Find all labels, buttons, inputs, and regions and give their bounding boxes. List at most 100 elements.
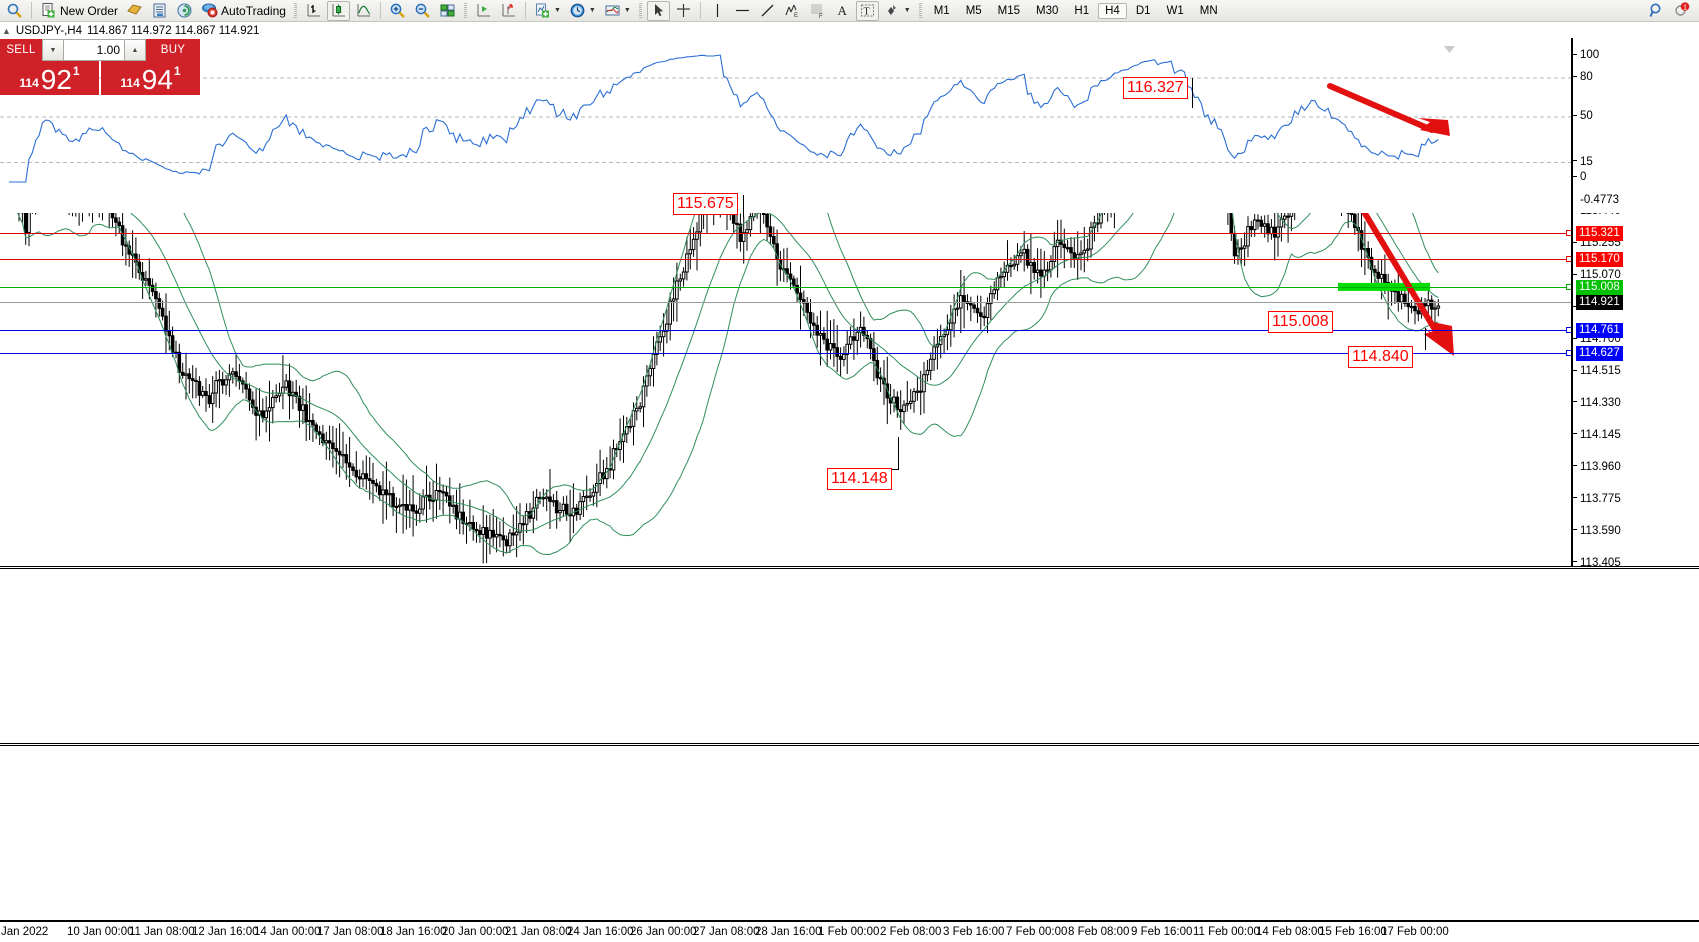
- rsi-chart-svg: [0, 54, 1571, 183]
- price-level-tag-resistance[interactable]: 115.170: [1576, 251, 1623, 267]
- bar-chart-button[interactable]: [302, 1, 325, 21]
- horizontal-line-icon: [734, 2, 751, 19]
- time-tick: 15 Feb 16:00: [1319, 926, 1387, 938]
- shapes-button[interactable]: ▼: [881, 1, 914, 21]
- time-tick: 2 Feb 08:00: [880, 926, 942, 938]
- clock-icon: [569, 2, 586, 19]
- timeframe-m15[interactable]: M15: [997, 4, 1021, 17]
- vertical-line-icon: [709, 2, 726, 19]
- toolbar-separator-2: [463, 2, 467, 19]
- time-tick: 28 Jan 16:00: [755, 926, 822, 938]
- one-click-trading-panel[interactable]: SELL ▼ 1.00 ▲ BUY 114 92 1 114 94 1: [0, 39, 200, 95]
- auto-scroll-button[interactable]: [497, 1, 520, 21]
- annotation-target-level[interactable]: 114.840: [1348, 346, 1413, 368]
- crosshair-button[interactable]: [672, 1, 695, 21]
- timeframe-m30[interactable]: M30: [1036, 4, 1059, 17]
- toolbar-divider-4: [699, 2, 701, 19]
- time-tick: 7 Feb 00:00: [1006, 926, 1068, 938]
- rsi-line: [9, 54, 1439, 183]
- line-chart-button[interactable]: [352, 1, 375, 21]
- vertical-line-button[interactable]: [706, 1, 729, 21]
- buy-button[interactable]: BUY: [146, 39, 200, 61]
- search-icon: [6, 2, 23, 19]
- price-level-tag-support[interactable]: 114.761: [1576, 322, 1623, 338]
- annotation-swing-high-1[interactable]: 116.327: [1123, 77, 1188, 99]
- price-level-line-resistance[interactable]: [0, 232, 1571, 234]
- timeframe-m1[interactable]: M1: [933, 4, 950, 17]
- bid-fraction: 1: [72, 64, 80, 78]
- toolbar-divider-2: [379, 2, 381, 19]
- price-level-line-support[interactable]: [0, 329, 1571, 331]
- time-tick: 17 Jan 08:00: [317, 926, 384, 938]
- horizontal-line-button[interactable]: [731, 1, 754, 21]
- timeframe-w1[interactable]: W1: [1166, 4, 1184, 17]
- alerts-button[interactable]: 1: [1670, 1, 1693, 21]
- zoom-out-icon: [414, 2, 431, 19]
- line-chart-icon: [355, 2, 372, 19]
- macd-tick: -0.4773: [1580, 194, 1620, 206]
- magnifier-icon: [1648, 2, 1665, 19]
- volume-input[interactable]: 1.00: [64, 39, 124, 61]
- new-order-button[interactable]: New Order: [37, 1, 121, 21]
- text-button[interactable]: A: [831, 1, 854, 21]
- chart-container[interactable]: 116.327 115.675 115.008 114.840 114.148 …: [0, 38, 1699, 920]
- time-tick: 24 Jan 16:00: [567, 926, 634, 938]
- annotation-swing-high-2[interactable]: 115.675: [673, 193, 738, 215]
- data-window-button[interactable]: [148, 1, 171, 21]
- volume-decrease-button[interactable]: ▼: [42, 39, 64, 61]
- cursor-button[interactable]: [646, 0, 670, 21]
- periods-button[interactable]: ▼: [566, 1, 599, 21]
- elliott-wave-button[interactable]: E: [781, 1, 804, 21]
- autotrading-button[interactable]: AutoTrading: [198, 1, 289, 21]
- templates-button[interactable]: ▼: [601, 1, 634, 21]
- annotation-entry-level[interactable]: 115.008: [1268, 311, 1333, 333]
- volume-increase-button[interactable]: ▲: [124, 39, 146, 61]
- price-level-line-resistance[interactable]: [0, 258, 1571, 260]
- price-level-tag-last-price[interactable]: 114.921: [1576, 294, 1623, 310]
- timeframe-mn[interactable]: MN: [1199, 4, 1218, 17]
- svg-text:F: F: [819, 14, 823, 19]
- rsi-axis[interactable]: 100 80 50 15 0: [1571, 38, 1699, 190]
- price-level-tag-support[interactable]: 114.627: [1576, 345, 1623, 361]
- expert-advisor-button[interactable]: [123, 1, 146, 21]
- time-axis[interactable]: Jan 2022 10 Jan 00:00 11 Jan 08:00 12 Jan 1…: [0, 920, 1699, 942]
- sell-button[interactable]: SELL: [0, 39, 42, 61]
- price-level-tag-entry[interactable]: 115.008: [1576, 279, 1623, 295]
- fibonacci-button[interactable]: F: [806, 1, 829, 21]
- timeframe-h4[interactable]: H4: [1098, 2, 1127, 19]
- svg-text:E: E: [794, 13, 798, 19]
- price-level-line-support[interactable]: [0, 352, 1571, 354]
- price-level-line-entry[interactable]: [0, 286, 1571, 288]
- candle-chart-button[interactable]: [326, 0, 350, 21]
- toolbar-divider: [31, 2, 32, 19]
- indicators-button[interactable]: ▼: [531, 1, 564, 21]
- zoom-out-button[interactable]: [411, 1, 434, 21]
- ask-big-figure: 114: [120, 76, 140, 90]
- zoom-in-button[interactable]: [386, 1, 409, 21]
- navigator-button[interactable]: [173, 1, 196, 21]
- timeframe-d1[interactable]: D1: [1135, 4, 1151, 17]
- symbol-header: ▲ USDJPY-,H4 114.867 114.972 114.867 114…: [0, 23, 1699, 38]
- tile-windows-button[interactable]: [436, 1, 459, 21]
- chart-shift-button[interactable]: [472, 1, 495, 21]
- chart-scroll-marker[interactable]: [1444, 40, 1455, 53]
- timeframe-h1[interactable]: H1: [1074, 4, 1090, 17]
- text-label-button[interactable]: T: [855, 0, 879, 21]
- price-level-tag-resistance[interactable]: 115.321: [1576, 225, 1623, 241]
- magnifier-button[interactable]: [1645, 1, 1668, 21]
- text-icon: A: [834, 2, 851, 19]
- new-order-label: New Order: [60, 3, 119, 18]
- bid-price[interactable]: 114 92 1: [0, 61, 99, 95]
- timeframe-m5[interactable]: M5: [965, 4, 982, 17]
- search-button[interactable]: [3, 1, 26, 21]
- annotation-swing-low[interactable]: 114.148: [827, 468, 892, 490]
- rsi-bearish-arrow: [1327, 83, 1450, 136]
- data-window-icon: [151, 2, 168, 19]
- trendline-button[interactable]: [756, 1, 779, 21]
- annotation-leg-4: [898, 437, 899, 470]
- navigator-icon: [176, 2, 193, 19]
- price-level-line-last-price[interactable]: [0, 301, 1571, 303]
- ask-price[interactable]: 114 94 1: [101, 61, 200, 95]
- rsi-plot-area[interactable]: [0, 38, 1571, 190]
